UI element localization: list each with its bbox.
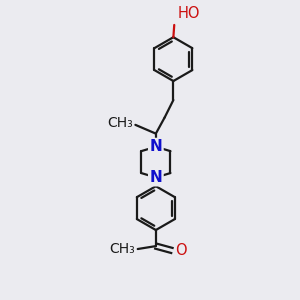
- Text: N: N: [149, 170, 162, 185]
- Text: CH₃: CH₃: [110, 242, 135, 256]
- Text: HO: HO: [177, 6, 200, 21]
- Text: N: N: [149, 139, 162, 154]
- Text: O: O: [175, 243, 187, 258]
- Text: CH₃: CH₃: [107, 116, 133, 130]
